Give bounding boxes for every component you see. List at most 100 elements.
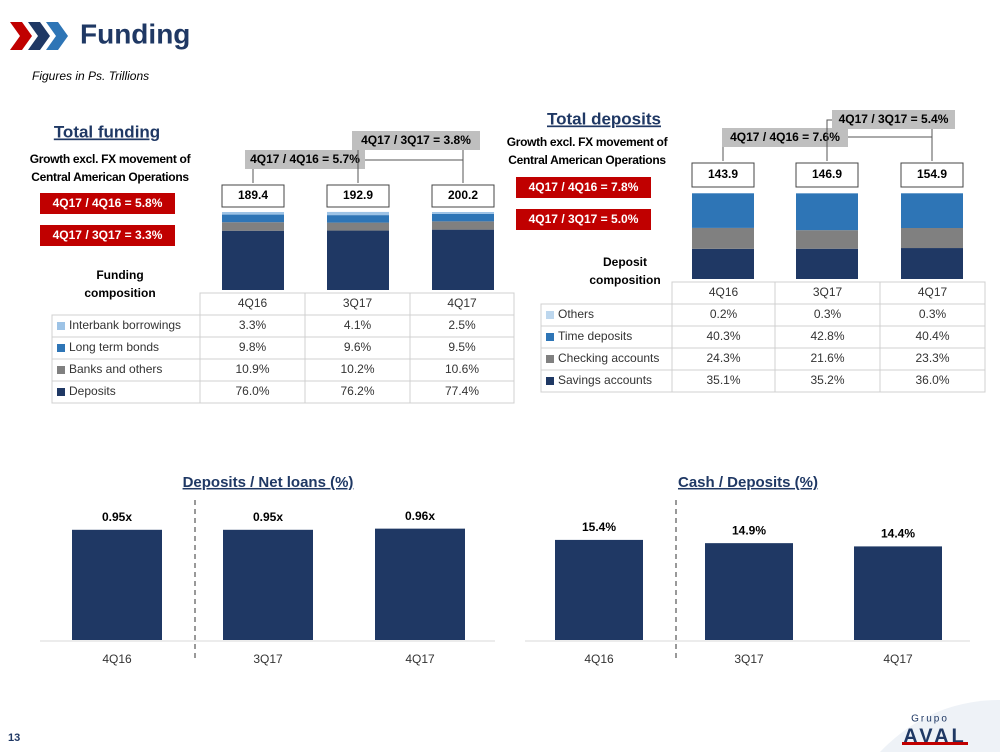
growth-box-label: 4Q17 / 3Q17 = 3.3% xyxy=(53,228,163,242)
total-box xyxy=(691,162,755,188)
legend-label: Deposits xyxy=(69,384,116,398)
page-title: Funding xyxy=(80,18,190,49)
table-header: 4Q16 xyxy=(709,285,739,299)
value-label: 0.95x xyxy=(102,510,132,524)
logo-underline xyxy=(902,742,968,745)
value-label: 15.4% xyxy=(582,520,616,534)
table-value: 0.3% xyxy=(814,307,842,321)
bracket-box xyxy=(352,131,480,150)
x-tick-label: 4Q17 xyxy=(883,652,913,666)
growth-box xyxy=(516,177,651,198)
bar-segment xyxy=(796,248,858,279)
logo-name: AVAL xyxy=(903,725,966,747)
legend-label: Others xyxy=(558,307,594,321)
legend-label: Long term bonds xyxy=(69,340,159,354)
bar-segment xyxy=(327,230,389,290)
x-tick-label: 4Q16 xyxy=(584,652,614,666)
total-box xyxy=(795,162,859,188)
value-label: 14.9% xyxy=(732,523,766,537)
total-box xyxy=(900,162,964,188)
bracket-box xyxy=(245,150,365,169)
growth-box xyxy=(516,209,651,230)
bar-segment xyxy=(796,193,858,231)
table-value: 77.4% xyxy=(445,384,479,398)
composition-label: composition xyxy=(84,286,155,300)
subtitle: Figures in Ps. Trillions xyxy=(32,69,149,83)
composition-label: Deposit xyxy=(603,255,647,269)
table-cell xyxy=(879,369,986,393)
value-label: 0.95x xyxy=(253,510,283,524)
table-value: 21.6% xyxy=(810,351,844,365)
bar-segment xyxy=(796,230,858,249)
composition-label: composition xyxy=(589,273,660,287)
total-label: 146.9 xyxy=(812,167,842,181)
chart-title: Total deposits xyxy=(547,109,661,128)
chart-title: Cash / Deposits (%) xyxy=(678,474,818,491)
bar-segment xyxy=(901,193,963,229)
logo: Grupo AVAL xyxy=(880,700,1000,752)
chart-title: Total funding xyxy=(54,122,160,141)
table-value: 9.8% xyxy=(239,340,267,354)
table-value: 23.3% xyxy=(915,351,949,365)
table-value: 40.4% xyxy=(915,329,949,343)
bar xyxy=(375,528,465,640)
total-box xyxy=(326,184,390,208)
bar-segment xyxy=(222,214,284,223)
table-value: 4.1% xyxy=(344,318,372,332)
table-value: 36.0% xyxy=(915,373,949,387)
legend-label: Banks and others xyxy=(69,362,162,376)
growth-note: Central American Operations xyxy=(31,170,189,184)
table-value: 2.5% xyxy=(448,318,476,332)
bar-segment xyxy=(327,222,389,231)
growth-box-label: 4Q17 / 4Q16 = 7.8% xyxy=(529,180,639,194)
table-value: 35.2% xyxy=(810,373,844,387)
total-label: 154.9 xyxy=(917,167,947,181)
legend-label: Savings accounts xyxy=(558,373,652,387)
bar-segment xyxy=(222,222,284,231)
growth-note: Central American Operations xyxy=(508,153,666,167)
x-tick-label: 3Q17 xyxy=(734,652,764,666)
legend-label: Interbank borrowings xyxy=(69,318,181,332)
table-header: 3Q17 xyxy=(343,296,373,310)
legend-swatch xyxy=(546,333,554,341)
bar xyxy=(854,546,942,640)
table-value: 76.0% xyxy=(235,384,269,398)
bracket-label: 4Q17 / 4Q16 = 7.6% xyxy=(730,130,840,144)
growth-box xyxy=(40,225,175,246)
bar-segment xyxy=(901,228,963,249)
page-number: 13 xyxy=(8,732,20,744)
bracket-box xyxy=(722,128,848,147)
growth-box-label: 4Q17 / 4Q16 = 5.8% xyxy=(53,196,163,210)
total-label: 192.9 xyxy=(343,188,373,202)
table-value: 10.9% xyxy=(235,362,269,376)
bracket-box xyxy=(832,110,955,129)
bracket-label: 4Q17 / 3Q17 = 5.4% xyxy=(839,112,949,126)
bracket-label: 4Q17 / 4Q16 = 5.7% xyxy=(250,152,360,166)
bar-segment xyxy=(692,227,754,249)
table-cell xyxy=(409,380,515,404)
legend-swatch xyxy=(546,311,554,319)
x-tick-label: 4Q16 xyxy=(102,652,132,666)
growth-note: Growth excl. FX movement of xyxy=(507,135,669,149)
table-header: 3Q17 xyxy=(813,285,843,299)
table-value: 10.6% xyxy=(445,362,479,376)
table-value: 0.2% xyxy=(710,307,738,321)
chart-title: Deposits / Net loans (%) xyxy=(183,474,354,491)
total-label: 200.2 xyxy=(448,188,478,202)
bar-segment xyxy=(327,215,389,223)
table-value: 9.5% xyxy=(448,340,476,354)
table-value: 76.2% xyxy=(340,384,374,398)
bar-segment xyxy=(432,229,494,290)
value-label: 14.4% xyxy=(881,527,915,541)
value-label: 0.96x xyxy=(405,509,435,523)
x-tick-label: 3Q17 xyxy=(253,652,283,666)
bar-segment xyxy=(432,212,494,214)
table-value: 24.3% xyxy=(706,351,740,365)
table-header: 4Q17 xyxy=(918,285,948,299)
table-value: 10.2% xyxy=(340,362,374,376)
bar-segment xyxy=(692,248,754,279)
bar-segment xyxy=(327,211,389,216)
growth-box xyxy=(40,193,175,214)
legend-swatch xyxy=(57,388,65,396)
legend-label: Checking accounts xyxy=(558,351,659,365)
